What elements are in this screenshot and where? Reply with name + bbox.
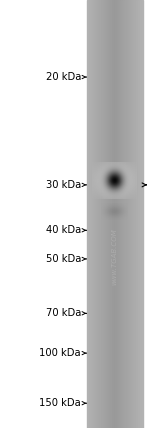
- Bar: [132, 0, 133, 428]
- Bar: [90, 0, 91, 428]
- Bar: [93, 0, 94, 428]
- Bar: [101, 0, 102, 428]
- Bar: [114, 0, 115, 428]
- Text: 30 kDa: 30 kDa: [46, 180, 81, 190]
- Bar: [125, 0, 126, 428]
- Bar: [141, 0, 142, 428]
- Text: 150 kDa: 150 kDa: [39, 398, 81, 408]
- Bar: [94, 0, 95, 428]
- Bar: [102, 0, 103, 428]
- Bar: [107, 0, 108, 428]
- Bar: [120, 0, 121, 428]
- Bar: [89, 0, 90, 428]
- Bar: [130, 0, 131, 428]
- Bar: [135, 0, 136, 428]
- Text: 50 kDa: 50 kDa: [46, 254, 81, 264]
- Bar: [112, 0, 113, 428]
- Bar: [122, 0, 123, 428]
- Text: 100 kDa: 100 kDa: [39, 348, 81, 358]
- Bar: [121, 0, 122, 428]
- Bar: [115, 0, 116, 428]
- Bar: [116, 0, 117, 428]
- Bar: [97, 0, 98, 428]
- Text: 70 kDa: 70 kDa: [46, 308, 81, 318]
- Text: 40 kDa: 40 kDa: [46, 225, 81, 235]
- Text: www.TGAB.COM: www.TGAB.COM: [112, 229, 118, 285]
- Bar: [96, 0, 97, 428]
- Bar: [113, 0, 114, 428]
- Bar: [87, 0, 88, 428]
- Bar: [106, 0, 107, 428]
- Bar: [100, 0, 101, 428]
- Bar: [88, 0, 89, 428]
- Bar: [117, 0, 118, 428]
- Bar: [123, 0, 124, 428]
- Bar: [127, 0, 128, 428]
- Bar: [124, 0, 125, 428]
- Bar: [139, 0, 140, 428]
- Bar: [111, 0, 112, 428]
- Bar: [128, 0, 129, 428]
- Bar: [109, 0, 110, 428]
- Bar: [108, 0, 109, 428]
- Bar: [134, 0, 135, 428]
- Bar: [99, 0, 100, 428]
- Bar: [105, 0, 106, 428]
- Bar: [119, 0, 120, 428]
- Bar: [104, 0, 105, 428]
- Bar: [92, 0, 93, 428]
- Bar: [140, 0, 141, 428]
- Bar: [91, 0, 92, 428]
- Text: 20 kDa: 20 kDa: [46, 72, 81, 82]
- Bar: [137, 0, 138, 428]
- Bar: [131, 0, 132, 428]
- Bar: [129, 0, 130, 428]
- Bar: [126, 0, 127, 428]
- Bar: [103, 0, 104, 428]
- Bar: [133, 0, 134, 428]
- Bar: [138, 0, 139, 428]
- Bar: [110, 0, 111, 428]
- Bar: [98, 0, 99, 428]
- Bar: [118, 0, 119, 428]
- Bar: [136, 0, 137, 428]
- Bar: [95, 0, 96, 428]
